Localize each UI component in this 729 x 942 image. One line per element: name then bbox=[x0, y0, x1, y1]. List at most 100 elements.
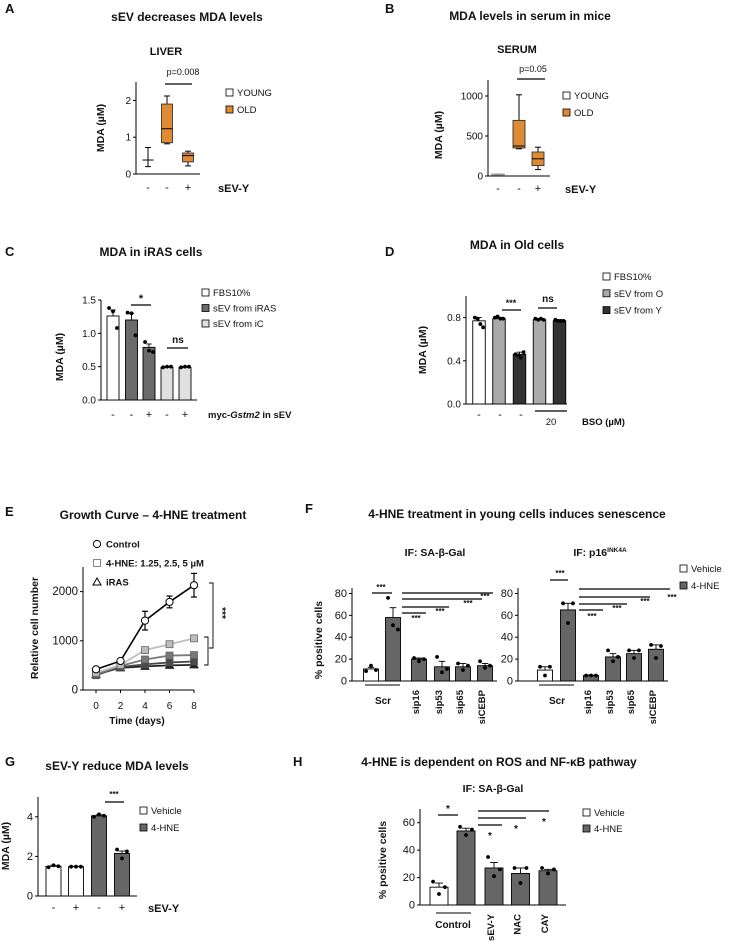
legend-label: YOUNG bbox=[237, 88, 272, 99]
chart-title: Growth Curve – 4-HNE treatment bbox=[60, 508, 247, 522]
x-tick-label: siCEBP bbox=[648, 689, 659, 724]
significance-label: * bbox=[488, 831, 492, 842]
y-tick-label: 0 bbox=[72, 685, 78, 697]
data-point bbox=[541, 317, 546, 322]
panel-letter-e: E bbox=[5, 504, 14, 519]
bar bbox=[178, 366, 192, 401]
subplot-title-superscript: INK4A bbox=[607, 547, 627, 554]
legend-swatch bbox=[602, 272, 611, 281]
y-axis-label: % positive cells bbox=[313, 601, 325, 679]
legend-swatch bbox=[679, 564, 688, 573]
data-point bbox=[386, 595, 390, 600]
data-point bbox=[46, 865, 51, 870]
data-point bbox=[374, 668, 378, 672]
chart-title: MDA in Old cells bbox=[470, 238, 565, 252]
data-point bbox=[470, 827, 474, 832]
data-point bbox=[540, 866, 544, 870]
y-tick-label: 80 bbox=[501, 588, 513, 600]
data-point bbox=[129, 311, 134, 316]
y-axis-label: MDA (µM) bbox=[54, 333, 66, 381]
data-point bbox=[140, 616, 150, 625]
chart-title: sEV-Y reduce MDA levels bbox=[45, 759, 189, 773]
legend-swatch bbox=[225, 88, 234, 97]
legend-label: sEV from Y bbox=[614, 306, 663, 317]
data-point bbox=[412, 656, 416, 660]
x-tick-label: sip53 bbox=[605, 690, 616, 714]
significance-label: * bbox=[514, 824, 518, 835]
x-tick-label: + bbox=[119, 902, 125, 914]
legend-label: 4-HNE bbox=[691, 581, 720, 592]
y-tick-label: 40 bbox=[501, 632, 513, 644]
data-point bbox=[475, 316, 480, 321]
legend-label: 4-HNE: 1.25, 2.5, 5 µM bbox=[106, 559, 204, 570]
y-tick-label: 1000 bbox=[461, 92, 484, 103]
data-point bbox=[115, 847, 119, 852]
chart-title: 4-HNE treatment in young cells induces s… bbox=[368, 507, 666, 521]
box bbox=[161, 103, 173, 144]
data-point bbox=[606, 648, 610, 653]
data-point bbox=[512, 866, 517, 870]
y-tick-label: 0.8 bbox=[447, 313, 461, 324]
legend-label: Control bbox=[106, 540, 140, 551]
data-point bbox=[501, 316, 506, 321]
significance-label: *** bbox=[667, 593, 677, 602]
x-tick-label: sEV-Y bbox=[486, 913, 497, 941]
legend-swatch bbox=[602, 306, 611, 315]
y-axis-label: MDA (µM) bbox=[417, 326, 429, 374]
data-point bbox=[654, 656, 658, 660]
x-tick-label: 20 bbox=[546, 417, 557, 428]
legend-swatch bbox=[602, 289, 611, 298]
data-point bbox=[632, 656, 636, 660]
data-point bbox=[369, 663, 373, 668]
chart-title: 4-HNE is dependent on ROS and NF-κB path… bbox=[361, 755, 637, 769]
data-point bbox=[524, 866, 529, 870]
data-point bbox=[147, 348, 151, 353]
data-point bbox=[151, 350, 155, 354]
data-point bbox=[483, 665, 487, 670]
chart-subtitle: SERUM bbox=[497, 44, 537, 56]
x-axis-label: sEV-Y bbox=[218, 183, 250, 195]
subplot-title-text: IF: p16 bbox=[573, 547, 607, 559]
y-tick-label: 80 bbox=[335, 588, 347, 600]
chart-title: MDA in iRAS cells bbox=[100, 245, 203, 259]
significance-label: *** bbox=[376, 583, 386, 592]
bar bbox=[492, 318, 506, 405]
bar bbox=[472, 320, 486, 405]
bar bbox=[511, 873, 530, 906]
y-tick-label: 0.5 bbox=[82, 362, 96, 373]
legend-label: sEV from O bbox=[614, 289, 663, 300]
y-tick-label: 0 bbox=[507, 676, 513, 688]
data-point bbox=[456, 661, 460, 666]
data-point bbox=[165, 640, 174, 649]
y-tick-label: 1.0 bbox=[82, 329, 96, 340]
y-tick-label: 60 bbox=[501, 610, 513, 622]
significance-label: * bbox=[446, 804, 450, 815]
y-tick-label: 0 bbox=[125, 170, 131, 181]
panel-f: 4-HNE treatment in young cells induces s… bbox=[313, 507, 722, 724]
panel-letter-h: H bbox=[293, 754, 302, 769]
data-point bbox=[189, 581, 199, 590]
legend-swatch bbox=[562, 108, 571, 117]
data-point bbox=[498, 316, 503, 321]
subplot-title-text: IF: SA-β-Gal bbox=[405, 547, 466, 559]
legend-label: sEV from iC bbox=[213, 319, 264, 330]
data-point bbox=[179, 365, 183, 370]
data-point bbox=[125, 849, 129, 854]
x-tick-label: - bbox=[97, 902, 101, 914]
x-tick-label: + bbox=[182, 409, 188, 421]
data-point bbox=[396, 627, 400, 632]
y-tick-label: 0 bbox=[27, 891, 33, 903]
bar bbox=[45, 865, 62, 897]
data-point bbox=[51, 863, 56, 868]
x-tick-label: + bbox=[73, 902, 79, 914]
y-tick-label: 0 bbox=[409, 900, 415, 912]
data-point bbox=[481, 325, 486, 330]
significance-label: *** bbox=[555, 569, 565, 578]
significance-label: *** bbox=[480, 592, 490, 601]
data-point bbox=[431, 879, 435, 884]
y-tick-label: 0.4 bbox=[447, 356, 461, 367]
y-axis-label: MDA (µM) bbox=[433, 111, 445, 159]
x-tick-label: sip16 bbox=[583, 690, 594, 714]
group-label: Control bbox=[435, 920, 471, 931]
data-point bbox=[571, 601, 575, 606]
